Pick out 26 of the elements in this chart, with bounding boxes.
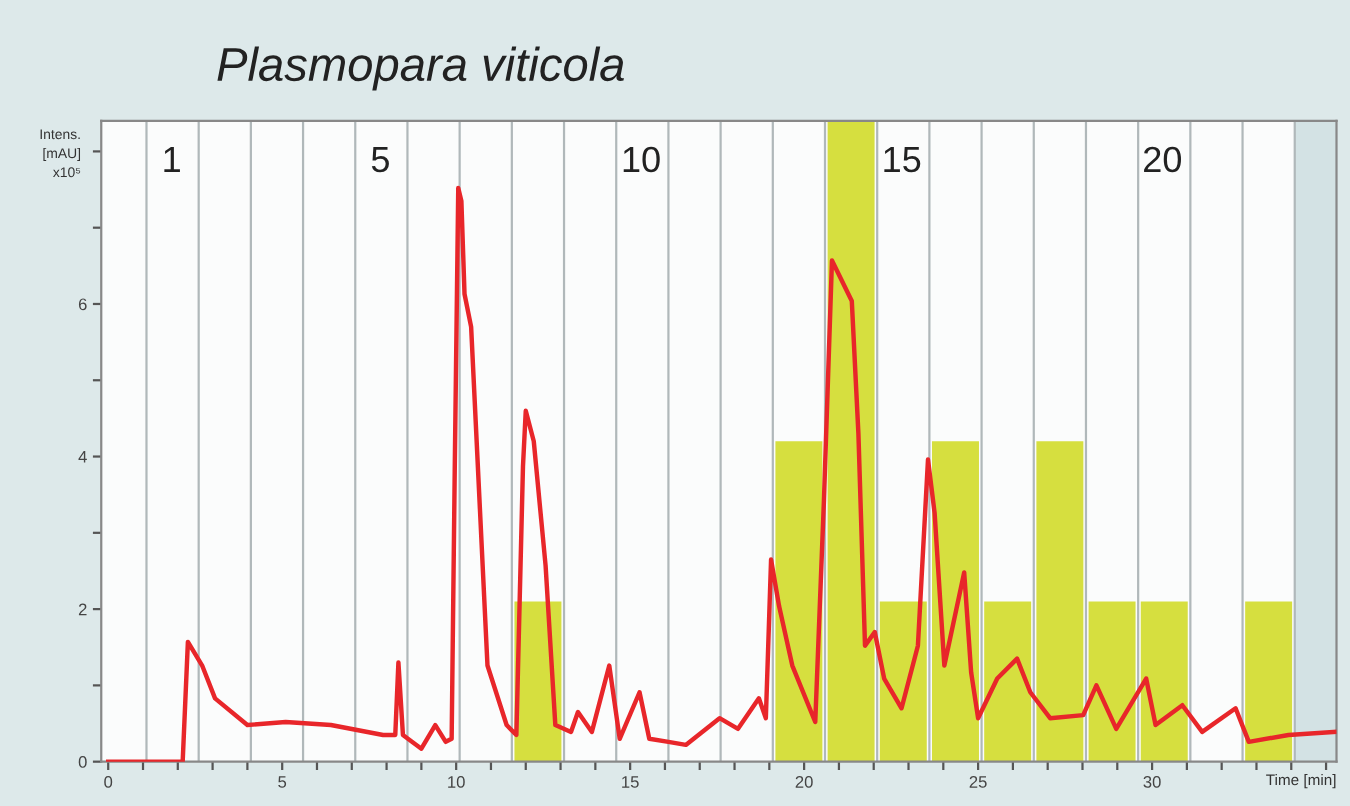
bar (827, 120, 875, 762)
x-tick-label: 10 (448, 776, 465, 788)
line-series (105, 185, 1337, 762)
bar (1088, 601, 1136, 762)
chart-title: Plasmopara viticola (217, 46, 624, 91)
x-tick-label: 20 (795, 776, 813, 788)
bar (879, 601, 927, 762)
annotation: 10 (623, 146, 660, 173)
bar (1140, 601, 1188, 762)
annotation: 15 (884, 147, 921, 173)
y-tick-label: 6 (78, 298, 87, 311)
annotation: 20 (1144, 146, 1181, 173)
x-tick-label: 15 (622, 776, 639, 788)
annotation: 5 (371, 147, 389, 173)
x-tick-label: 30 (1143, 776, 1161, 788)
y-tick-label: 0 (78, 756, 87, 768)
x-tick-label: 5 (278, 776, 287, 788)
x-tick-label: 25 (969, 776, 987, 788)
bar (984, 601, 1032, 762)
bar (775, 441, 823, 762)
y-tick-label: 2 (78, 603, 87, 616)
annotation: 1 (164, 147, 180, 172)
x-tick-label: 0 (104, 776, 113, 788)
bar (1245, 601, 1293, 762)
y-tick-label: 4 (78, 451, 87, 463)
bar (1036, 441, 1084, 762)
